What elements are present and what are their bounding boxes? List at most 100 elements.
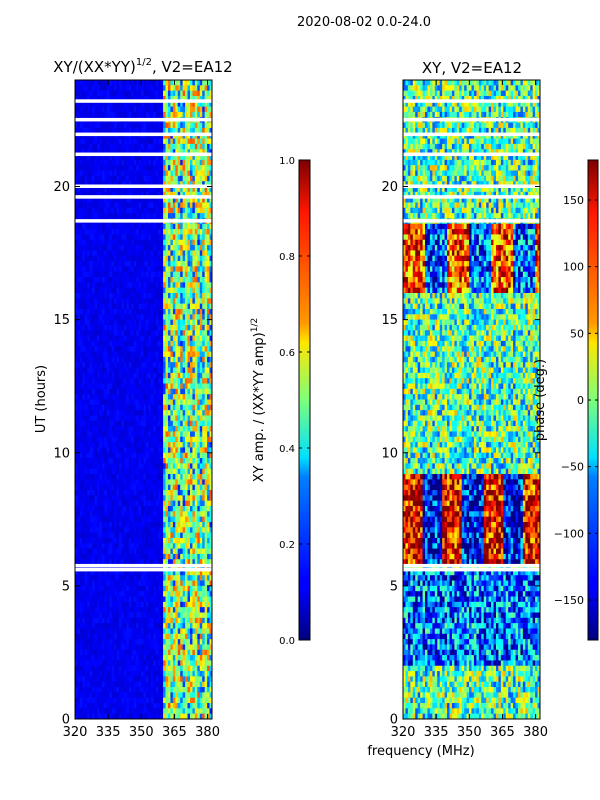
- heatmap-cell: [189, 458, 194, 464]
- heatmap-cell: [170, 85, 174, 92]
- heatmap-cell: [199, 303, 203, 310]
- heatmap-cell: [182, 165, 186, 172]
- heatmap-cell: [123, 495, 127, 502]
- heatmap-cell: [197, 127, 201, 134]
- heatmap-cell: [99, 186, 103, 193]
- heatmap-cell: [148, 298, 152, 305]
- heatmap-cell: [75, 133, 79, 140]
- heatmap-cell: [163, 474, 167, 480]
- heatmap-cell: [104, 388, 108, 395]
- heatmap-cell: [101, 506, 105, 512]
- heatmap-cell: [114, 250, 118, 257]
- heatmap-cell: [155, 213, 159, 220]
- heatmap-cell: [155, 293, 159, 299]
- heatmap-cell: [128, 388, 132, 395]
- heatmap-cell: [207, 282, 211, 289]
- heatmap-cell: [99, 324, 103, 331]
- heatmap-cell: [138, 404, 142, 411]
- heatmap-cell: [177, 298, 181, 305]
- heatmap-cell: [94, 474, 98, 480]
- heatmap-cell: [133, 154, 137, 161]
- heatmap-cell: [192, 261, 196, 267]
- heatmap-cell: [84, 415, 88, 422]
- heatmap-cell: [92, 165, 96, 172]
- heatmap-cell: [128, 383, 132, 390]
- heatmap-cell: [202, 239, 206, 246]
- heatmap-cell: [104, 197, 108, 204]
- heatmap-cell: [165, 175, 169, 182]
- heatmap-cell: [204, 426, 208, 433]
- heatmap-cell: [138, 90, 142, 97]
- heatmap-cell: [175, 394, 179, 401]
- heatmap-cell: [185, 484, 189, 491]
- heatmap-cell: [109, 367, 113, 374]
- heatmap-cell: [94, 447, 98, 454]
- heatmap-cell: [87, 447, 91, 454]
- heatmap-cell: [89, 101, 93, 108]
- heatmap-cell: [141, 372, 145, 379]
- heatmap-cell: [177, 426, 181, 433]
- heatmap-cell: [185, 181, 189, 188]
- heatmap-cell: [94, 245, 98, 251]
- heatmap-cell: [114, 447, 118, 454]
- heatmap-cell: [119, 527, 123, 534]
- heatmap-cell: [106, 447, 110, 454]
- heatmap-cell: [187, 271, 191, 278]
- heatmap-cell: [207, 346, 211, 353]
- heatmap-cell: [116, 468, 120, 475]
- heatmap-cell: [143, 127, 147, 134]
- heatmap-cell: [84, 548, 88, 555]
- heatmap-cell: [207, 250, 211, 257]
- heatmap-cell: [99, 101, 103, 108]
- heatmap-cell: [204, 383, 208, 390]
- heatmap-cell: [79, 314, 83, 321]
- heatmap-cell: [133, 314, 137, 321]
- heatmap-cell: [170, 383, 174, 390]
- heatmap-cell: [114, 186, 118, 193]
- heatmap-cell: [194, 282, 198, 289]
- heatmap-cell: [153, 346, 157, 353]
- heatmap-cell: [165, 420, 169, 427]
- heatmap-cell: [82, 133, 86, 140]
- heatmap-cell: [123, 229, 127, 236]
- heatmap-cell: [116, 436, 120, 443]
- heatmap-cell: [148, 356, 152, 363]
- heatmap-cell: [189, 420, 194, 427]
- heatmap-cell: [160, 426, 164, 433]
- heatmap-cell: [204, 548, 208, 555]
- heatmap-cell: [182, 394, 186, 401]
- heatmap-cell: [133, 521, 137, 528]
- heatmap-cell: [153, 378, 157, 385]
- heatmap-cell: [77, 527, 81, 534]
- heatmap-cell: [111, 500, 115, 507]
- heatmap-cell: [160, 165, 164, 172]
- heatmap-cell: [143, 181, 147, 188]
- heatmap-cell: [145, 399, 149, 406]
- heatmap-cell: [185, 303, 189, 310]
- heatmap-cell: [99, 95, 103, 102]
- heatmap-cell: [92, 95, 96, 102]
- heatmap-cell: [150, 527, 154, 534]
- heatmap-cell: [158, 548, 162, 555]
- heatmap-cell: [194, 143, 198, 150]
- heatmap-cell: [155, 207, 159, 214]
- heatmap-cell: [138, 138, 142, 145]
- heatmap-cell: [111, 101, 115, 108]
- heatmap-cell: [136, 394, 140, 401]
- heatmap-cell: [204, 314, 208, 321]
- heatmap-cell: [153, 484, 157, 491]
- heatmap-cell: [143, 458, 147, 464]
- heatmap-cell: [165, 308, 169, 315]
- heatmap-cell: [194, 261, 198, 267]
- heatmap-cell: [79, 308, 83, 315]
- heatmap-cell: [167, 245, 172, 251]
- heatmap-cell: [192, 388, 196, 395]
- heatmap-cell: [170, 223, 174, 230]
- heatmap-cell: [194, 127, 198, 134]
- heatmap-cell: [75, 500, 79, 507]
- heatmap-cell: [204, 506, 208, 512]
- heatmap-cell: [82, 122, 86, 129]
- heatmap-cell: [204, 319, 208, 326]
- heatmap-cell: [153, 277, 157, 283]
- heatmap-cell: [172, 356, 176, 363]
